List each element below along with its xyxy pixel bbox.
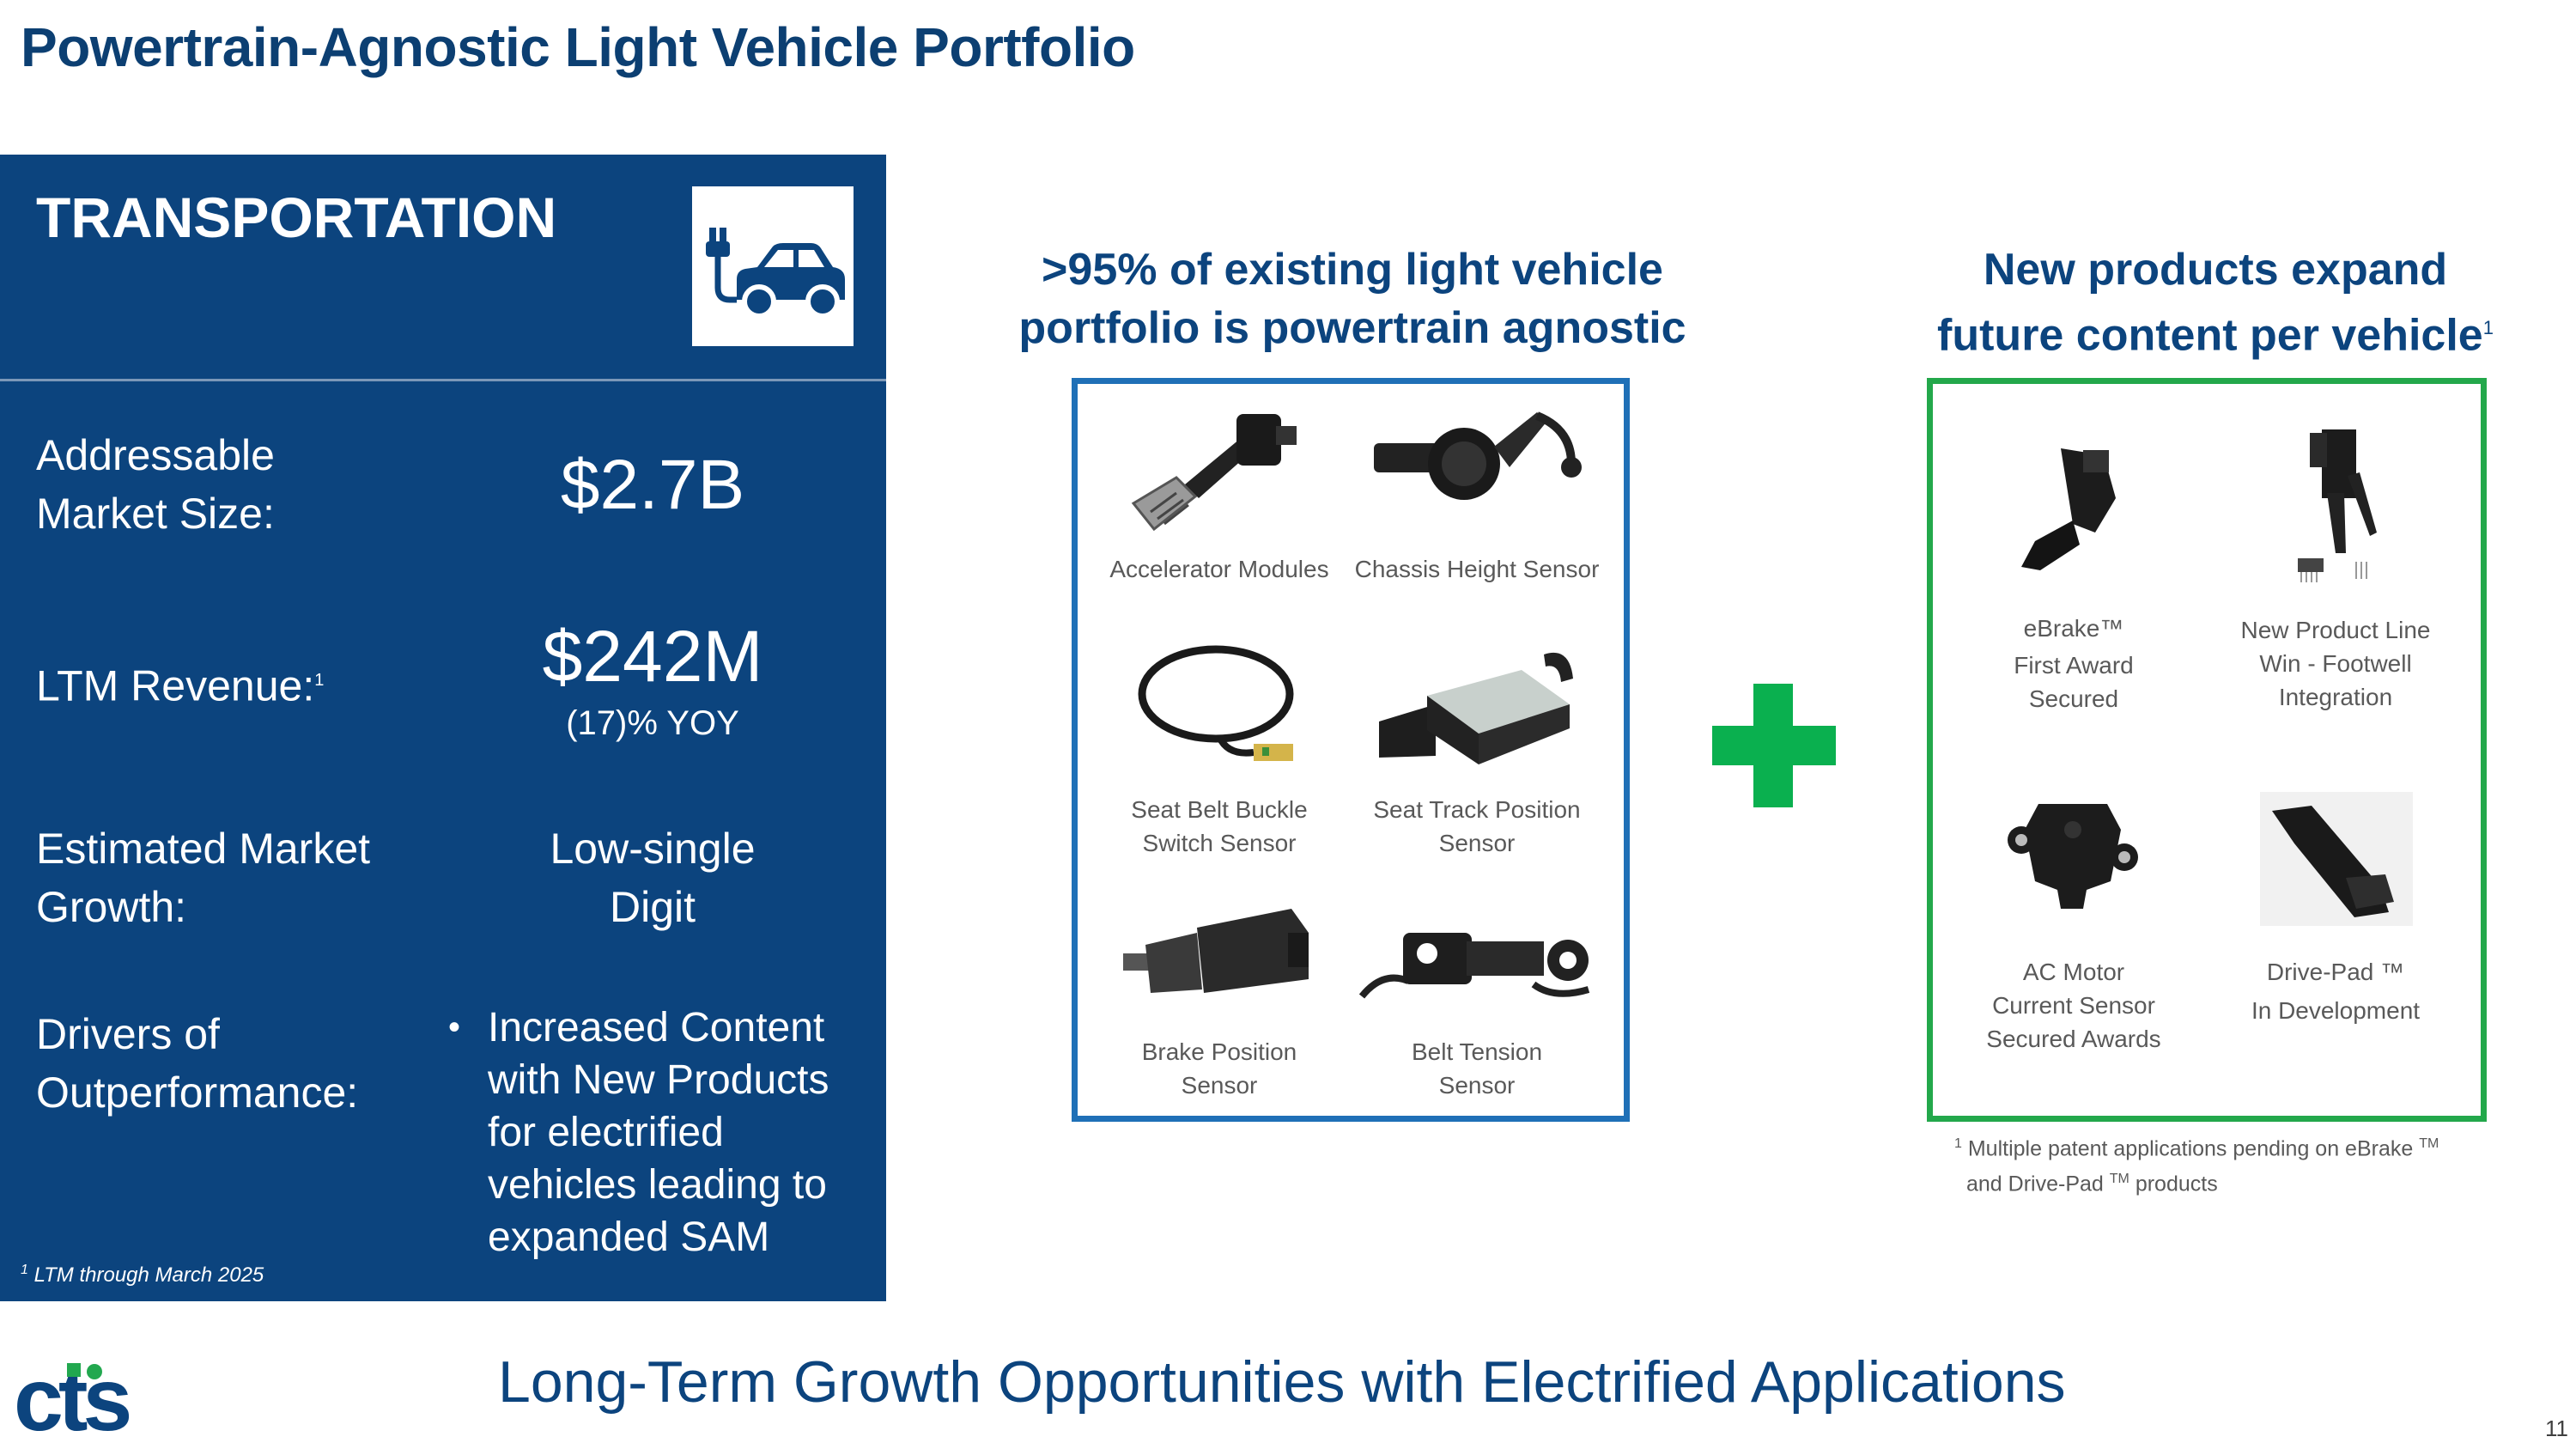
patent-footnote-line2: and Drive-Pad TM products bbox=[1954, 1164, 2439, 1199]
belt-tension-caption-line2: Sensor bbox=[1438, 1072, 1516, 1099]
footwell-caption-line2: Win - Footwell bbox=[2259, 650, 2412, 677]
bottom-title: Long-Term Growth Opportunities with Elec… bbox=[498, 1349, 2066, 1415]
cts-logo: cts bbox=[14, 1361, 160, 1440]
panel-title: TRANSPORTATION bbox=[36, 186, 557, 249]
ac-motor-caption-line1: AC Motor bbox=[2022, 959, 2125, 985]
footwell-caption-line3: Integration bbox=[2278, 684, 2393, 710]
ltm-revenue-yoy: (17)% YOY bbox=[566, 704, 739, 742]
seat-track-caption-line1: Seat Track Position bbox=[1373, 796, 1581, 823]
existing-heading: >95% of existing light vehicle portfolio… bbox=[996, 240, 1709, 357]
accelerator-caption-line1: Accelerator Modules bbox=[1109, 556, 1329, 582]
current-sensor-icon bbox=[2004, 795, 2142, 916]
market-growth-value: Low-single Digit bbox=[481, 819, 824, 936]
seat-track-caption-line2: Sensor bbox=[1438, 830, 1516, 856]
patent-footnote-sup: 1 bbox=[1954, 1136, 1962, 1151]
track-sensor-icon bbox=[1367, 644, 1590, 773]
brake-caption-line1: Brake Position bbox=[1141, 1038, 1297, 1065]
ebrake-caption-line3: Secured bbox=[2028, 685, 2119, 712]
ac-motor-caption-line2: Current Sensor bbox=[1992, 992, 2155, 1019]
new-products-heading-line2-wrap: future content per vehicle1 bbox=[1889, 299, 2542, 364]
patent-footnote-line1: 1 Multiple patent applications pending o… bbox=[1954, 1129, 2439, 1164]
panel-divider bbox=[0, 379, 886, 381]
market-growth-value-line2: Digit bbox=[609, 883, 696, 931]
seat-belt-caption-line1: Seat Belt Buckle bbox=[1131, 796, 1308, 823]
seat-belt-caption: Seat Belt Buckle Switch Sensor bbox=[1091, 793, 1348, 860]
brake-caption-line2: Sensor bbox=[1181, 1072, 1258, 1099]
market-size-label: Addressable Market Size: bbox=[36, 426, 431, 543]
chassis-caption: Chassis Height Sensor bbox=[1348, 552, 1606, 586]
seat-belt-caption-line2: Switch Sensor bbox=[1142, 830, 1297, 856]
ebrake-pedal-icon bbox=[2001, 438, 2138, 575]
drive-pad-caption-line2: In Development bbox=[2251, 997, 2421, 1024]
belt-tension-caption: Belt Tension Sensor bbox=[1348, 1035, 1606, 1102]
tension-sensor-icon bbox=[1357, 910, 1601, 1014]
footwell-caption: New Product Line Win - Footwell Integrat… bbox=[2233, 613, 2439, 714]
market-growth-label-line2: Growth: bbox=[36, 883, 187, 931]
drivers-label-line1: Drivers of bbox=[36, 1010, 220, 1058]
patent-footnote: 1 Multiple patent applications pending o… bbox=[1954, 1129, 2439, 1200]
ebrake-caption-line2: First Award bbox=[2014, 652, 2134, 679]
brake-caption: Brake Position Sensor bbox=[1091, 1035, 1348, 1102]
market-size-label-line1: Addressable bbox=[36, 431, 275, 479]
patent-footnote-text2a: and Drive-Pad bbox=[1966, 1172, 2104, 1196]
ev-car-icon bbox=[692, 186, 854, 346]
ltm-revenue-label: LTM Revenue:1 bbox=[36, 651, 324, 715]
new-products-heading-sup: 1 bbox=[2482, 317, 2494, 338]
existing-heading-line1: >95% of existing light vehicle bbox=[1042, 245, 1663, 295]
footwell-caption-line1: New Product Line bbox=[2240, 617, 2431, 643]
chassis-caption-line1: Chassis Height Sensor bbox=[1354, 556, 1600, 582]
accelerator-pedal-icon bbox=[1116, 392, 1314, 546]
new-products-frame bbox=[1927, 378, 2487, 1122]
page-number: 11 bbox=[2545, 1416, 2568, 1441]
new-products-heading-line1: New products expand bbox=[1983, 245, 2448, 295]
chassis-sensor-icon bbox=[1365, 395, 1597, 524]
market-growth-label-line1: Estimated Market bbox=[36, 825, 371, 873]
cable-sensor-icon bbox=[1133, 636, 1305, 773]
ltm-revenue-sup: 1 bbox=[314, 671, 325, 690]
market-size-value: $2.7B bbox=[560, 446, 745, 524]
drive-pad-caption-line1: Drive-Pad ™ bbox=[2266, 959, 2405, 985]
existing-portfolio-frame bbox=[1072, 378, 1630, 1122]
ac-motor-caption: AC Motor Current Sensor Secured Awards bbox=[1975, 955, 2172, 1056]
market-size-label-line2: Market Size: bbox=[36, 490, 275, 538]
brake-sensor-icon bbox=[1120, 893, 1326, 1014]
ac-motor-caption-line3: Secured Awards bbox=[1986, 1026, 2161, 1052]
drivers-label-line2: Outperformance: bbox=[36, 1068, 359, 1117]
ltm-revenue-value: $242M bbox=[542, 616, 763, 697]
page-title: Powertrain-Agnostic Light Vehicle Portfo… bbox=[21, 16, 1135, 78]
drive-pad-icon bbox=[2260, 792, 2413, 926]
belt-tension-caption-line1: Belt Tension bbox=[1411, 1038, 1543, 1065]
drivers-bullet: Increased Content with New Products for … bbox=[447, 1002, 850, 1263]
panel-footnote: 1 LTM through March 2025 bbox=[21, 1263, 264, 1288]
existing-heading-line2: portfolio is powertrain agnostic bbox=[1018, 303, 1686, 353]
footwell-pedal-icon bbox=[2284, 424, 2387, 593]
patent-footnote-tm2: TM bbox=[2109, 1172, 2129, 1187]
ltm-revenue-label-text: LTM Revenue: bbox=[36, 661, 315, 710]
new-products-heading-line2: future content per vehicle bbox=[1937, 310, 2483, 361]
patent-footnote-text1: Multiple patent applications pending on … bbox=[1967, 1136, 2414, 1161]
patent-footnote-tm1: TM bbox=[2419, 1136, 2439, 1151]
market-growth-label: Estimated Market Growth: bbox=[36, 819, 448, 936]
plus-icon-bar bbox=[1712, 726, 1836, 765]
drive-pad-caption: Drive-Pad ™ In Development bbox=[2233, 955, 2439, 1027]
patent-footnote-text2b: products bbox=[2135, 1172, 2218, 1196]
ebrake-caption-line1: eBrake™ bbox=[2023, 615, 2124, 642]
market-growth-value-line1: Low-single bbox=[550, 825, 756, 873]
seat-track-caption: Seat Track Position Sensor bbox=[1348, 793, 1606, 860]
panel-footnote-text: LTM through March 2025 bbox=[33, 1263, 264, 1287]
accelerator-caption: Accelerator Modules bbox=[1091, 552, 1348, 586]
ebrake-caption: eBrake™ First Award Secured bbox=[1975, 612, 2172, 715]
drivers-label: Drivers of Outperformance: bbox=[36, 1005, 448, 1122]
new-products-heading: New products expand future content per v… bbox=[1889, 240, 2542, 364]
panel-footnote-sup: 1 bbox=[21, 1263, 28, 1277]
drivers-list: Increased Content with New Products for … bbox=[447, 1002, 850, 1263]
